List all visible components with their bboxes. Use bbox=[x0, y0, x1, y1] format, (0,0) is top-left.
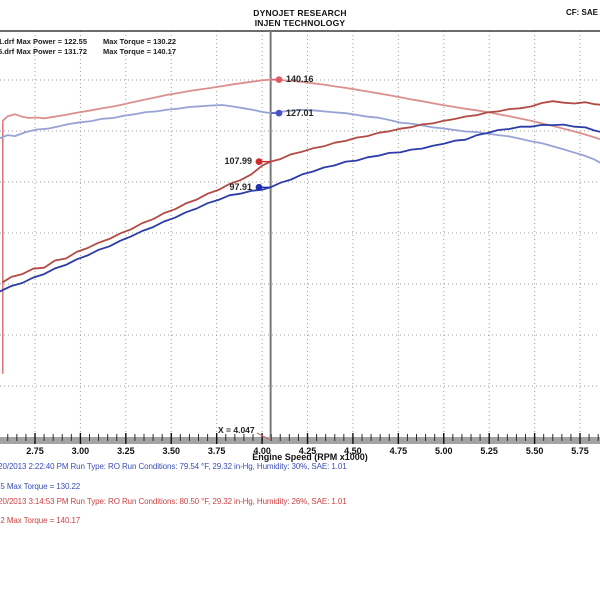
cursor-readout-torque-run1: 127.01 bbox=[286, 107, 314, 118]
x-tick-label: 3.75 bbox=[207, 446, 226, 456]
readout-dot-torque-run1 bbox=[275, 109, 283, 117]
cursor-readout-power-run2: 107.99 bbox=[224, 156, 252, 167]
readout-dot-power-run2 bbox=[255, 158, 263, 166]
legend-run2-torque: Max Torque = 140.17 bbox=[103, 46, 177, 56]
legend-run1-torque: Max Torque = 130.22 bbox=[103, 37, 177, 46]
x-tick-label: 3.50 bbox=[162, 446, 181, 456]
legend-run2-power: 5.drf Max Power = 131.72 bbox=[0, 46, 88, 56]
cursor-readout-torque-run2: 140.16 bbox=[286, 74, 314, 85]
x-axis-title: Engine Speed (RPM x1000) bbox=[252, 452, 368, 462]
correction-factor-label: CF: SAE bbox=[566, 8, 598, 17]
cursor-x-readout: X = 4.047 bbox=[218, 425, 255, 435]
x-tick-label: 4.25 bbox=[298, 446, 317, 456]
x-tick-label: 4.50 bbox=[344, 446, 362, 456]
curve-power-run1 bbox=[0, 123, 600, 293]
cursor-readout-power-run1: 97.91 bbox=[229, 181, 252, 192]
curve-torque-run1 bbox=[0, 104, 600, 164]
x-tick-label: 2.75 bbox=[26, 446, 44, 456]
run-max-line: 55 Max Torque = 130.22 bbox=[0, 482, 81, 491]
x-tick-label: 3.00 bbox=[71, 446, 90, 456]
x-tick-label: 5.25 bbox=[480, 446, 498, 456]
x-axis-band bbox=[0, 437, 600, 444]
readout-dot-torque-run2 bbox=[275, 76, 283, 83]
x-tick-label: 5.00 bbox=[434, 446, 453, 456]
run-conditions-line: /20/2013 2:22:40 PM Run Type: RO Run Con… bbox=[0, 462, 347, 471]
run-legend: 1.drf Max Power = 122.55 Max Torque = 13… bbox=[0, 37, 176, 57]
legend-row-run2: 5.drf Max Power = 131.72 Max Torque = 14… bbox=[0, 46, 176, 57]
x-tick-label: 3.25 bbox=[117, 446, 135, 456]
run-conditions-line: /20/2013 3:14:53 PM Run Type: RO Run Con… bbox=[0, 497, 347, 506]
x-tick-label: 4.00 bbox=[253, 446, 271, 456]
legend-run1-power: 1.drf Max Power = 122.55 bbox=[0, 37, 88, 46]
run-max-line: 72 Max Torque = 140.17 bbox=[0, 516, 81, 525]
x-tick-label: 5.50 bbox=[525, 446, 544, 456]
readout-dot-power-run1 bbox=[255, 183, 263, 191]
curve-power-run2 bbox=[1, 100, 600, 284]
report-title-line1: DYNOJET RESEARCH bbox=[253, 8, 347, 18]
report-title-line2: INJEN TECHNOLOGY bbox=[254, 18, 346, 28]
cursor-label-pointer bbox=[256, 432, 271, 441]
x-tick-label: 5.75 bbox=[571, 446, 589, 456]
x-tick-label: 4.75 bbox=[389, 446, 408, 456]
legend-row-run1: 1.drf Max Power = 122.55 Max Torque = 13… bbox=[0, 37, 176, 47]
